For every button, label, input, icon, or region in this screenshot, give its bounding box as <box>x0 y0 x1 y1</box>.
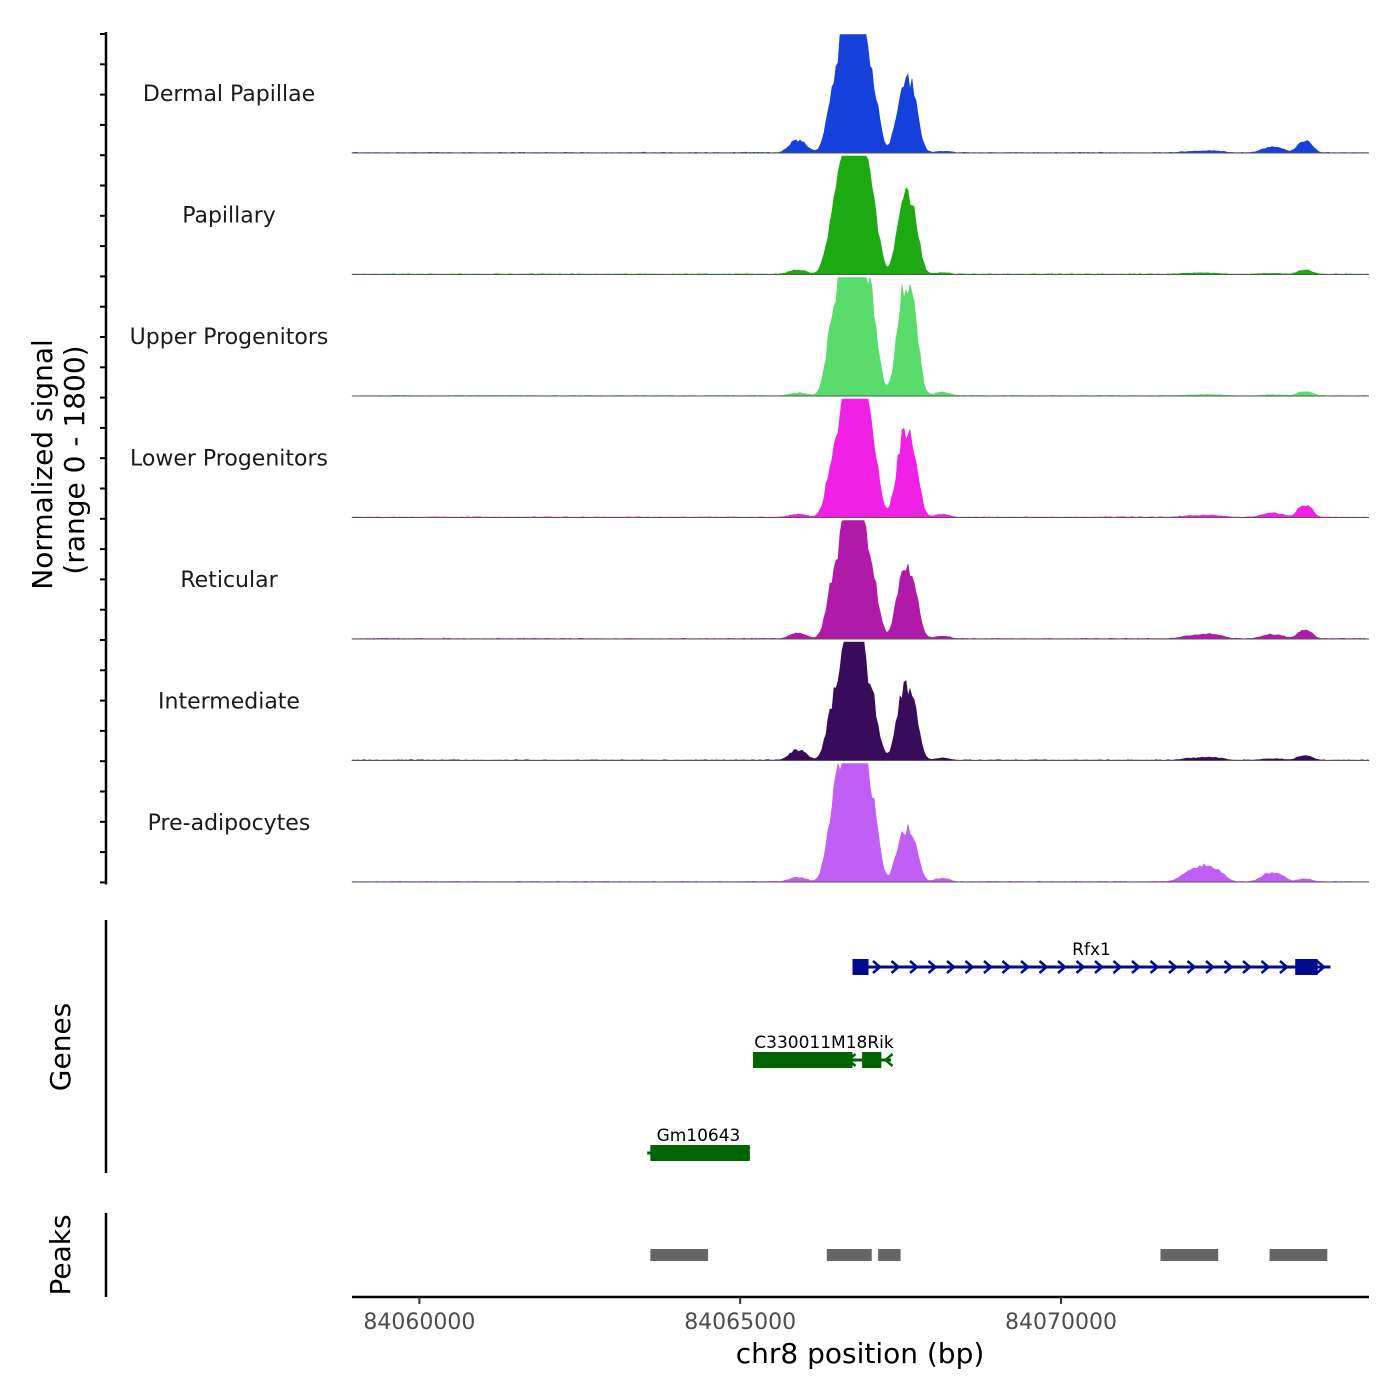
strand-arrow <box>1020 960 1030 974</box>
peak-interval <box>650 1249 709 1261</box>
gene-exon <box>650 1145 750 1161</box>
gene-exon <box>862 1052 882 1068</box>
coverage-area-lower-progenitors <box>351 398 1370 518</box>
coverage-track-lower-progenitors: Lower Progenitors <box>130 398 1370 518</box>
track-label-dermal-papillae: Dermal Papillae <box>143 82 315 107</box>
track-label-papillary: Papillary <box>182 203 276 228</box>
strand-arrow <box>1094 960 1104 974</box>
gene-gm10643: Gm10643 <box>647 1126 751 1161</box>
x-axis-title: chr8 position (bp) <box>736 1337 985 1370</box>
strand-arrow <box>909 960 919 974</box>
x-tick-label: 84065000 <box>684 1310 796 1335</box>
track-label-upper-progenitors: Upper Progenitors <box>130 325 329 350</box>
x-tick-label: 84060000 <box>363 1310 475 1335</box>
coverage-y-axis-title-line1: Normalized signal <box>26 339 59 590</box>
gene-label-c330011m18rik: C330011M18Rik <box>754 1033 894 1053</box>
genes-panel-title: Genes <box>44 1003 77 1091</box>
strand-arrow <box>983 960 993 974</box>
coverage-y-axis-title-line2: (range 0 - 1800) <box>58 345 91 574</box>
coverage-area-intermediate <box>351 641 1370 761</box>
gene-exon <box>852 959 869 975</box>
strand-arrow <box>1168 960 1178 974</box>
gene-rfx1: Rfx1 <box>852 940 1331 975</box>
strand-arrow <box>946 960 956 974</box>
strand-arrow <box>1038 960 1049 974</box>
strand-arrow <box>1075 960 1086 974</box>
peaks-panel-title: Peaks <box>44 1214 77 1295</box>
strand-arrow <box>927 960 938 974</box>
gene-label-gm10643: Gm10643 <box>657 1126 741 1146</box>
coverage-track-reticular: Reticular <box>180 520 1370 640</box>
coverage-track-dermal-papillae: Dermal Papillae <box>143 34 1370 154</box>
x-axis: 84060000 84065000 84070000 <box>363 1297 1117 1335</box>
coverage-area-dermal-papillae <box>351 34 1370 154</box>
strand-arrow <box>1001 960 1012 974</box>
x-tick-label: 84070000 <box>1005 1310 1117 1335</box>
strand-arrow <box>890 960 901 974</box>
peak-interval <box>1269 1249 1328 1261</box>
gene-c330011m18rik: C330011M18Rik <box>753 1033 894 1068</box>
strand-arrow <box>1316 960 1326 974</box>
strand-arrow <box>1223 960 1234 974</box>
gene-label-rfx1: Rfx1 <box>1072 940 1111 960</box>
strand-arrow <box>1131 960 1141 974</box>
track-label-lower-progenitors: Lower Progenitors <box>130 446 328 471</box>
gene-exon <box>1295 959 1318 975</box>
coverage-track-pre-adipocytes: Pre-adipocytes <box>148 763 1370 883</box>
strand-arrow <box>1149 960 1160 974</box>
coverage-area-upper-progenitors <box>351 277 1370 397</box>
strand-arrow <box>1205 960 1215 974</box>
coverage-y-axis <box>100 32 108 885</box>
coverage-tracks: Dermal Papillae Papillary Upper Progenitor… <box>130 34 1370 883</box>
strand-arrow <box>964 960 975 974</box>
coverage-track-papillary: Papillary <box>182 155 1370 275</box>
strand-arrow <box>1260 960 1271 974</box>
peak-interval <box>1160 1249 1219 1261</box>
peak-interval <box>878 1249 901 1261</box>
coverage-track-upper-progenitors: Upper Progenitors <box>130 277 1370 397</box>
strand-arrow <box>1112 960 1123 974</box>
strand-arrow <box>872 960 882 974</box>
strand-arrow <box>1242 960 1252 974</box>
coverage-area-pre-adipocytes <box>351 763 1370 883</box>
genes-track: Rfx1 C330011M18Rik Gm10643 <box>647 940 1331 1161</box>
strand-arrow <box>1186 960 1197 974</box>
coverage-area-papillary <box>351 155 1370 275</box>
coverage-y-axis-title: Normalized signal (range 0 - 1800) <box>26 330 91 589</box>
gene-exon <box>753 1052 853 1068</box>
track-label-pre-adipocytes: Pre-adipocytes <box>148 811 311 836</box>
strand-arrow <box>1057 960 1067 974</box>
coverage-track-intermediate: Intermediate <box>158 641 1370 761</box>
track-label-intermediate: Intermediate <box>158 689 300 714</box>
coverage-area-reticular <box>351 520 1370 640</box>
peaks-track <box>650 1249 1328 1261</box>
strand-arrow <box>883 1053 894 1067</box>
track-label-reticular: Reticular <box>180 568 278 593</box>
strand-arrow <box>1279 960 1289 974</box>
peak-interval <box>826 1249 872 1261</box>
